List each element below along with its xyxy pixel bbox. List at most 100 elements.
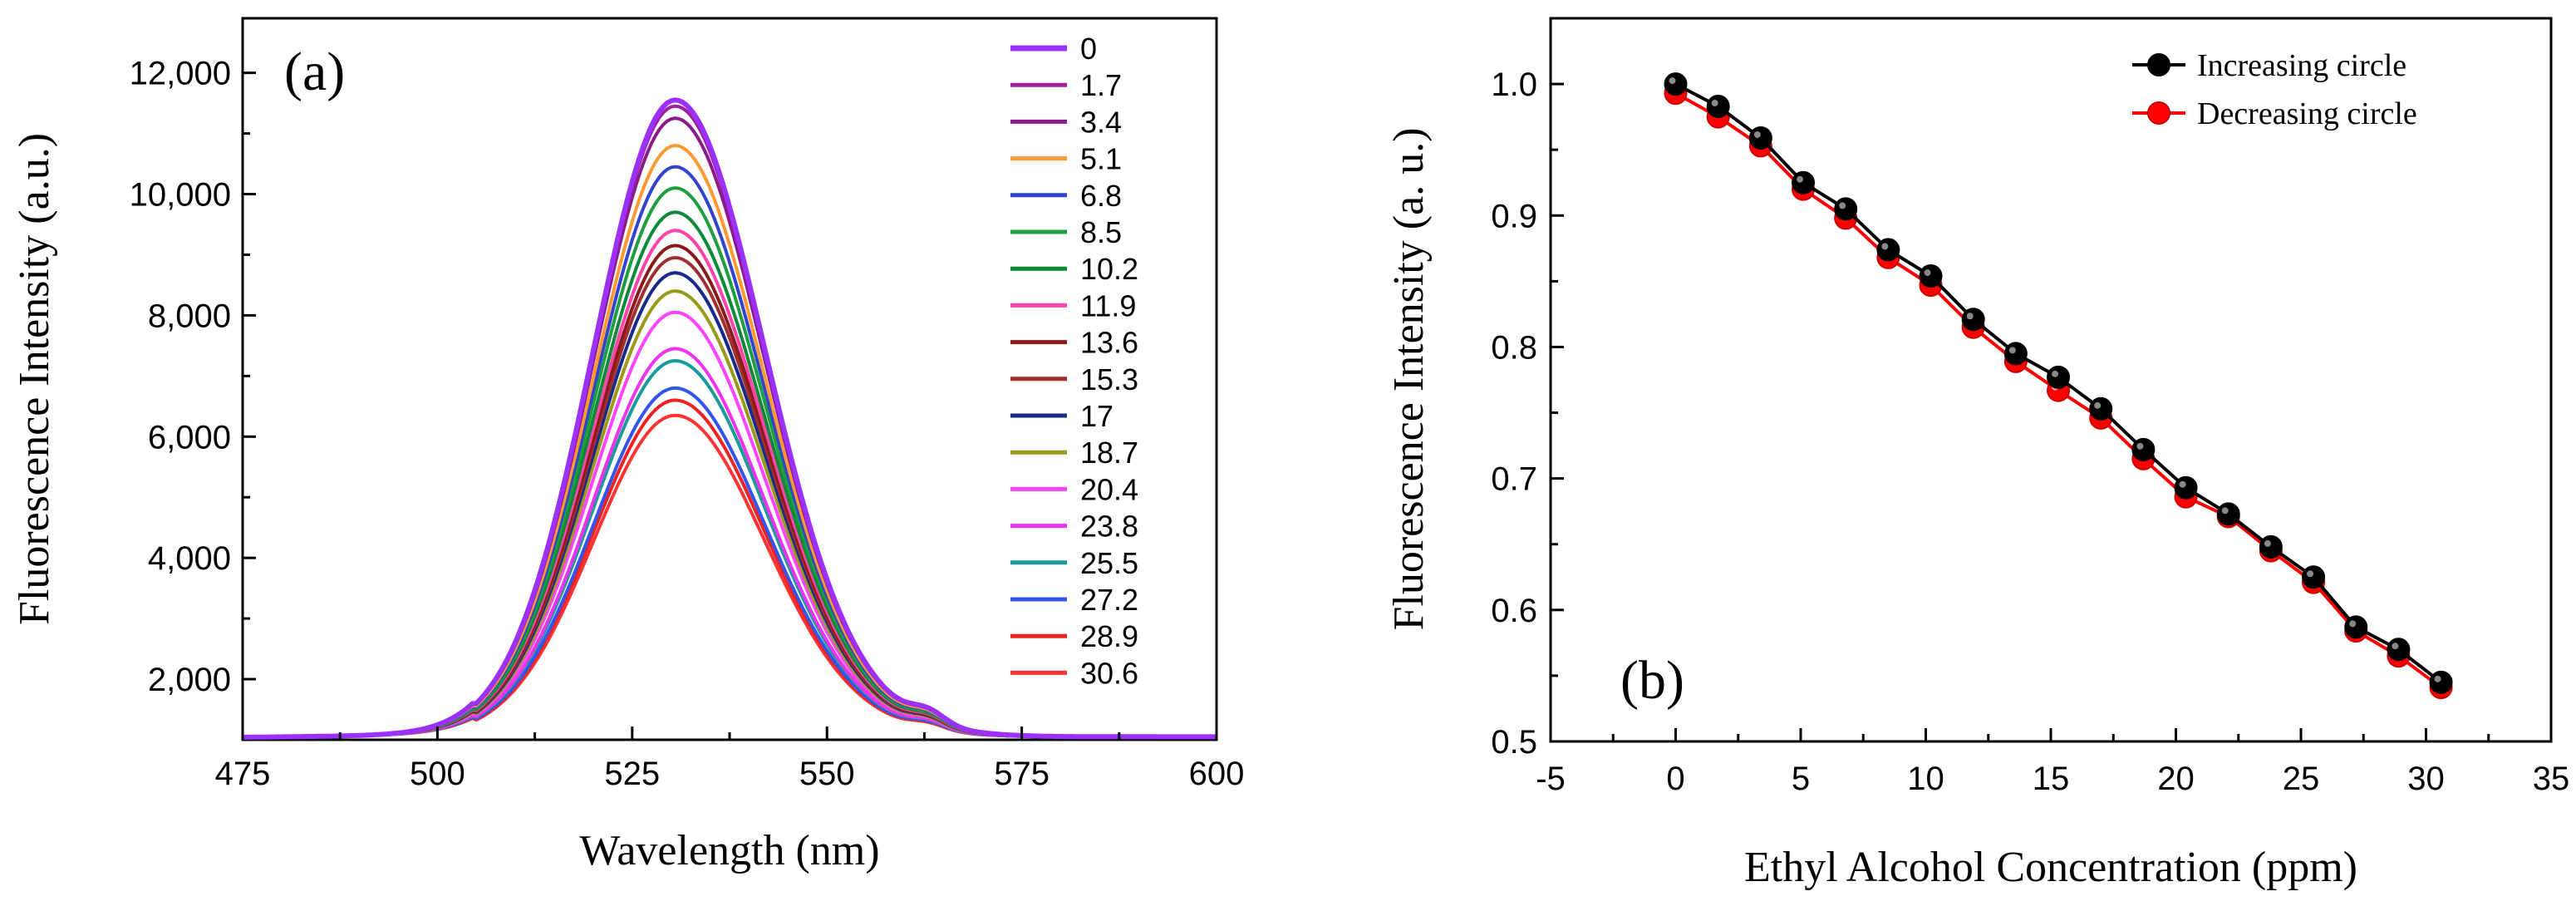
- panel-b-data-point: [1706, 94, 1730, 118]
- panel-a-legend-label: 28.9: [1080, 619, 1138, 653]
- panel-a-axes: 475 500 525 550 575 600 2,000 4,000 6,000 8,000 10…: [130, 56, 1245, 792]
- panel-b-axes: -5 0 5 10 15 20 25 30 35 0.5 0.6 0.7 0.8 0.9 1.0: [1491, 66, 2569, 797]
- panel-b-point-highlight: [2434, 675, 2441, 682]
- panel-a-spectrum-11-9: [242, 229, 1217, 739]
- panel-a-spectrum-10-2: [242, 210, 1217, 739]
- panel-b-x-tick-label: 10: [1907, 761, 1944, 797]
- panel-b-data-point: [2003, 342, 2028, 366]
- panel-b-data-point: [1664, 72, 1688, 96]
- panel-a-legend-label: 3.4: [1080, 105, 1122, 139]
- panel-a-x-tick-label: 550: [799, 756, 855, 792]
- panel-b-data-point: [1961, 308, 1985, 332]
- panel-a-spectrum-18-7: [242, 289, 1217, 739]
- panel-b-point-highlight: [1924, 269, 1931, 277]
- panel-a-y-tick-label: 4,000: [148, 540, 231, 577]
- panel-b-y-tick-label: 0.5: [1491, 724, 1537, 761]
- panel-b-series: [1664, 72, 2453, 700]
- panel-a-spectrum-5-1: [242, 143, 1217, 739]
- panel-b-point-highlight: [1966, 313, 1974, 320]
- panel-a-legend-label: 1.7: [1080, 68, 1122, 102]
- panel-b-point-highlight: [2221, 507, 2229, 515]
- panel-a-x-tick-label: 500: [410, 756, 465, 792]
- panel-a-curves: [242, 97, 1217, 740]
- panel-a-legend-label: 0: [1080, 32, 1097, 66]
- panel-b-legend-marker: [2147, 101, 2170, 125]
- panel-b-data-point: [2302, 565, 2326, 589]
- panel-b-data-point: [2174, 475, 2198, 500]
- panel-b-point-highlight: [2052, 370, 2059, 377]
- panel-b-data-point: [2429, 670, 2453, 694]
- panel-a-legend-label: 10.2: [1080, 252, 1138, 286]
- panel-a-legend-label: 17: [1080, 399, 1113, 433]
- panel-a-x-tick-label: 525: [604, 756, 660, 792]
- panel-b-point-highlight: [2136, 442, 2144, 450]
- panel-a-label: (a): [284, 42, 345, 102]
- panel-b-x-axis-title: Ethyl Alcohol Concentration (ppm): [1744, 844, 2357, 891]
- panel-b-point-highlight: [1797, 175, 1804, 183]
- panel-b-point-highlight: [1839, 202, 1846, 209]
- panel-b-data-point: [2216, 502, 2240, 526]
- panel-b-point-highlight: [1881, 243, 1889, 250]
- panel-b-point-highlight: [1669, 77, 1676, 85]
- panel-b-y-axis-title: Fluorescence Intensity (a. u.): [1385, 127, 1433, 630]
- panel-b-point-highlight: [2179, 480, 2186, 488]
- panel-a-legend-label: 18.7: [1080, 436, 1138, 470]
- panel-a-legend-label: 15.3: [1080, 362, 1138, 396]
- panel-b-data-point: [2089, 396, 2113, 421]
- panel-a-y-tick-label: 2,000: [148, 662, 231, 698]
- panel-a-legend-label: 5.1: [1080, 142, 1122, 176]
- panel-b-legend-label: Decreasing circle: [2197, 96, 2417, 131]
- panel-b-series-increasing: [1664, 72, 2453, 694]
- panel-b-x-tick-label: 20: [2157, 761, 2195, 797]
- panel-b-data-point: [2344, 615, 2368, 639]
- panel-b-point-highlight: [1711, 99, 1718, 106]
- panel-a-legend-label: 25.5: [1080, 546, 1138, 580]
- panel-b-x-tick-label: 0: [1666, 761, 1684, 797]
- panel-a-legend-label: 30.6: [1080, 656, 1138, 690]
- panel-b-data-point: [1834, 197, 1858, 221]
- panel-a-legend-label: 13.6: [1080, 326, 1138, 360]
- panel-b-point-highlight: [2349, 620, 2357, 628]
- panel-b-concentration-chart: -5 0 5 10 15 20 25 30 35 0.5 0.6 0.7 0.8 0.9 1.0 Incre…: [1385, 17, 2569, 891]
- panel-b-legend: Increasing circle Decreasing circle: [2132, 48, 2417, 131]
- panel-a-legend-label: 8.5: [1080, 215, 1122, 249]
- panel-b-y-tick-label: 0.6: [1491, 593, 1537, 629]
- panel-a-legend-label: 20.4: [1080, 472, 1138, 506]
- panel-a-spectrum-6-8: [242, 165, 1217, 739]
- panel-b-point-highlight: [2307, 570, 2314, 578]
- panel-b-x-tick-label: 30: [2407, 761, 2445, 797]
- panel-a-x-tick-label: 600: [1189, 756, 1245, 792]
- panel-b-point-highlight: [1753, 130, 1761, 138]
- panel-b-y-tick-label: 0.7: [1491, 461, 1537, 498]
- panel-b-data-point: [2131, 437, 2156, 461]
- panel-a-x-tick-label: 575: [994, 756, 1050, 792]
- panel-b-legend-label: Increasing circle: [2197, 48, 2406, 83]
- panel-b-data-point: [2047, 365, 2071, 389]
- panel-b-y-tick-label: 1.0: [1491, 66, 1537, 103]
- panel-b-legend-marker: [2147, 53, 2170, 76]
- panel-a-x-axis-title: Wavelength (nm): [579, 827, 879, 874]
- panel-b-data-point: [2387, 638, 2411, 662]
- panel-b-point-highlight: [2264, 539, 2271, 547]
- panel-a-legend: 01.73.45.16.88.510.211.913.615.31718.720…: [1010, 32, 1138, 690]
- panel-b-point-highlight: [2094, 401, 2102, 409]
- panel-a-legend-label: 27.2: [1080, 583, 1138, 617]
- panel-a-y-tick-label: 8,000: [148, 298, 231, 334]
- panel-b-data-point: [2259, 534, 2283, 559]
- panel-a-spectrum-8-5: [242, 186, 1217, 739]
- panel-b-data-point: [1748, 126, 1772, 150]
- panel-a-plot-frame: [241, 17, 1218, 741]
- panel-b-x-tick-label: 5: [1792, 761, 1810, 797]
- panel-b-label: (b): [1620, 650, 1684, 711]
- panel-b-x-tick-label: 15: [2033, 761, 2070, 797]
- panel-b-point-highlight: [2392, 643, 2399, 650]
- panel-a-spectrum-23-8: [242, 347, 1217, 739]
- panel-b-point-highlight: [2008, 347, 2016, 354]
- panel-b-series-decreasing: [1664, 81, 2453, 700]
- panel-a-y-tick-label: 6,000: [148, 419, 231, 456]
- panel-a-legend-label: 6.8: [1080, 179, 1122, 213]
- panel-a-spectrum-28-9: [242, 398, 1217, 739]
- panel-a-y-tick-label: 10,000: [130, 177, 231, 214]
- panel-a-spectrum-27-2: [242, 386, 1217, 739]
